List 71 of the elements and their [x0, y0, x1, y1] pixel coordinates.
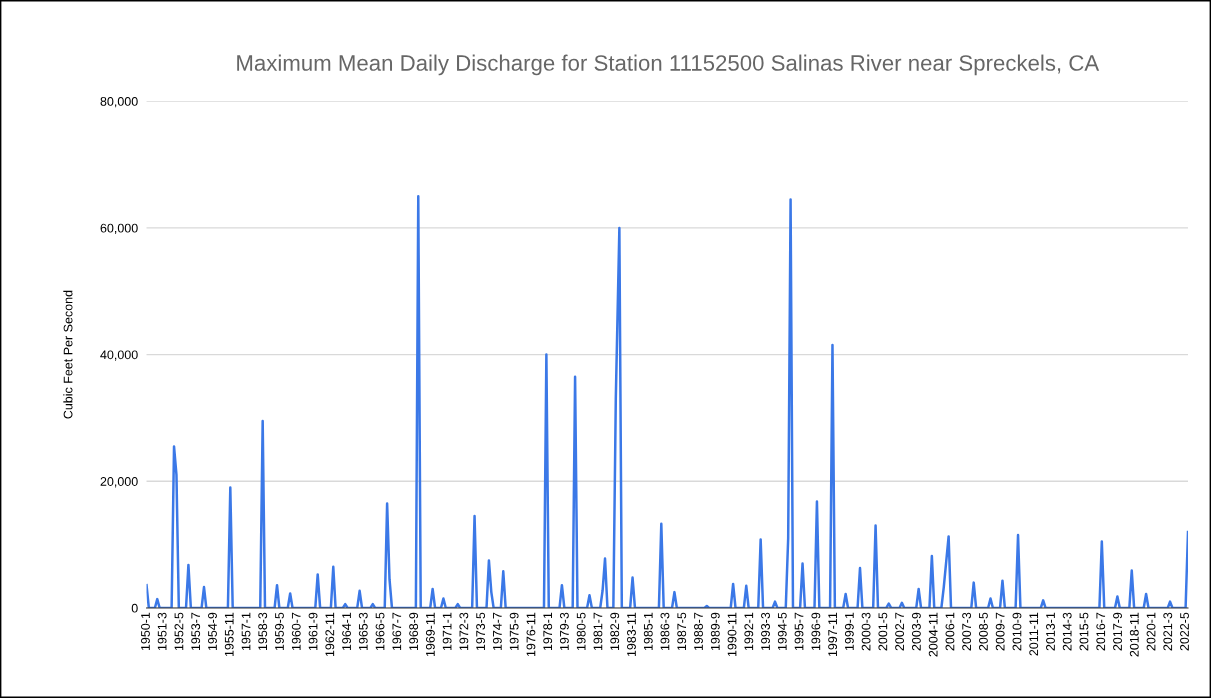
x-tick-label: 1964-1: [342, 612, 351, 651]
x-tick-label: 1951-3: [157, 612, 167, 651]
x-tick-label: 1965-3: [358, 612, 368, 651]
x-tick-label: 1996-9: [811, 612, 821, 651]
x-tick-label: 1988-7: [694, 612, 703, 651]
x-tick-label: 1958-3: [258, 612, 268, 651]
x-tick-label: 1995-7: [794, 612, 804, 651]
y-tick-label: 60,000: [100, 223, 138, 235]
x-tick-label: 1980-5: [576, 612, 586, 651]
y-tick-label: 0: [131, 603, 138, 613]
x-tick-label: 2017-9: [1113, 612, 1122, 651]
x-tick-label: 1950-1: [141, 612, 150, 651]
x-tick-label: 1982-9: [610, 612, 620, 651]
x-tick-label: 2016-7: [1096, 612, 1106, 651]
x-tick-label: 1960-7: [291, 612, 301, 651]
x-tick-label: 1989-9: [710, 612, 720, 651]
x-tick-label: 2011-11: [1029, 612, 1039, 656]
x-tick-label: 2001-5: [878, 612, 888, 651]
x-tick-label: 1985-1: [643, 612, 653, 651]
x-tick-label: 1992-1: [744, 612, 754, 651]
x-tick-label: 1990-11: [727, 612, 737, 657]
x-tick-label: 2009-7: [995, 612, 1005, 651]
x-tick-label: 1961-9: [308, 612, 318, 651]
x-tick-label: 1987-5: [677, 612, 687, 651]
x-tick-label: 2000-3: [861, 612, 871, 651]
x-tick-label: 1978-1: [543, 612, 553, 651]
line-series: [146, 194, 1188, 608]
x-tick-label: 2015-5: [1079, 612, 1089, 651]
x-tick-label: 1983-11: [627, 612, 636, 657]
x-tick-label: 1955-11: [224, 612, 234, 657]
x-tick-label: 1962-11: [325, 612, 335, 657]
y-tick-label: 20,000: [100, 477, 138, 488]
x-tick-label: 1969-11: [425, 612, 435, 657]
y-tick-label: 80,000: [100, 97, 138, 108]
x-tick-label: 2010-9: [1012, 612, 1022, 651]
x-tick-label: 1986-3: [660, 612, 670, 651]
x-tick-label: 1974-7: [492, 612, 502, 651]
x-tick-label: 2018-11: [1129, 612, 1139, 657]
x-tick-label: 1952-5: [174, 612, 184, 651]
x-tick-label: 1972-3: [459, 612, 469, 651]
y-axis-title: Cubic Feet Per Second: [63, 290, 73, 419]
x-tick-label: 1954-9: [208, 612, 217, 651]
x-tick-label: 2006-1: [945, 612, 955, 651]
x-tick-label: 1971-1: [442, 612, 452, 651]
x-tick-label: 2014-3: [1062, 612, 1072, 651]
x-tick-label: 1957-1: [241, 612, 251, 651]
x-tick-label: 2021-3: [1163, 612, 1173, 651]
x-tick-label: 1976-11: [526, 612, 536, 657]
x-tick-label: 2007-3: [962, 612, 972, 651]
x-tick-label: 1979-3: [559, 612, 569, 651]
x-tick-label: 1999-1: [844, 612, 854, 651]
chart-title: Maximum Mean Daily Discharge for Station 11152500 Salinas River near Spreckels, CA: [237, 54, 1100, 76]
x-tick-label: 1993-3: [761, 612, 770, 651]
x-tick-label: 1994-5: [777, 612, 787, 651]
x-tick-label: 2008-5: [978, 612, 988, 651]
x-tick-label: 1967-7: [392, 612, 402, 651]
x-tick-label: 1966-5: [375, 612, 385, 651]
x-tick-label: 2013-1: [1046, 612, 1055, 651]
x-tick-label: 1997-11: [828, 612, 838, 657]
x-tick-label: 1975-9: [509, 612, 519, 651]
x-tick-label: 2020-1: [1146, 612, 1156, 651]
x-tick-label: 2003-9: [911, 612, 921, 651]
x-tick-label: 2004-11: [928, 612, 938, 657]
y-tick-label: 40,000: [100, 350, 138, 361]
x-tick-label: 2022-5: [1180, 612, 1189, 651]
x-tick-label: 1973-5: [476, 612, 486, 651]
x-tick-label: 1981-7: [593, 612, 603, 651]
x-tick-label: 1968-9: [409, 612, 419, 651]
x-tick-label: 1959-5: [275, 612, 284, 651]
x-tick-label: 2002-7: [895, 612, 905, 651]
x-tick-label: 1953-7: [191, 612, 201, 651]
